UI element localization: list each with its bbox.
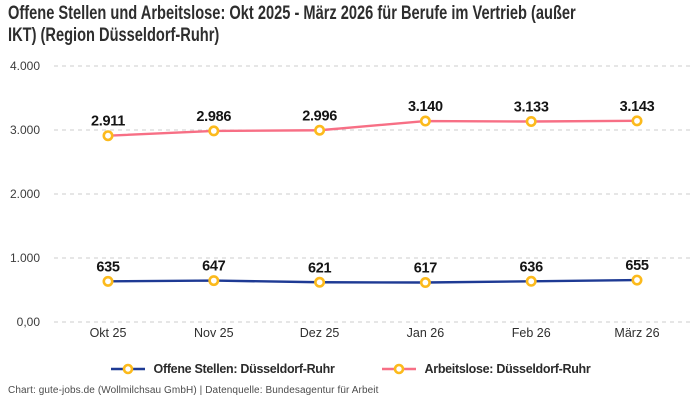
svg-text:0,00: 0,00	[17, 315, 41, 329]
svg-text:März 26: März 26	[614, 326, 659, 340]
legend: Offene Stellen: Düsseldorf-Ruhr Arbeitsl…	[0, 359, 700, 379]
svg-text:Dez 25: Dez 25	[300, 326, 340, 340]
svg-text:3.143: 3.143	[620, 99, 655, 115]
line-chart-plot-area[interactable]: 0,00 1.000 2.000 3.000 4.000 Okt 25 Nov 25 Dez …	[0, 54, 700, 354]
legend-item-offene-stellen[interactable]: Offene Stellen: Düsseldorf-Ruhr	[110, 362, 335, 376]
svg-text:Nov 25: Nov 25	[194, 326, 234, 340]
svg-text:635: 635	[96, 259, 120, 275]
svg-text:655: 655	[625, 258, 649, 274]
legend-item-arbeitslose[interactable]: Arbeitslose: Düsseldorf-Ruhr	[381, 362, 591, 376]
chart-title: Offene Stellen und Arbeitslose: Okt 2025…	[8, 3, 576, 46]
svg-text:636: 636	[520, 259, 544, 275]
legend-label-arbeitslose: Arbeitslose: Düsseldorf-Ruhr	[424, 362, 591, 376]
svg-text:Feb 26: Feb 26	[512, 326, 551, 340]
svg-text:4.000: 4.000	[10, 59, 40, 73]
chart-source: Chart: gute-jobs.de (Wollmilchsau GmbH) …	[8, 385, 379, 396]
svg-text:3.133: 3.133	[514, 99, 549, 115]
legend-label-offene-stellen: Offene Stellen: Düsseldorf-Ruhr	[153, 362, 335, 376]
svg-text:3.000: 3.000	[10, 123, 40, 137]
svg-text:3.140: 3.140	[408, 99, 443, 115]
svg-text:2.911: 2.911	[91, 114, 125, 130]
svg-text:647: 647	[202, 259, 226, 275]
svg-text:Okt 25: Okt 25	[90, 326, 127, 340]
legend-swatch-line-marker-icon	[110, 363, 145, 375]
legend-swatch-line-marker-icon	[381, 363, 416, 375]
svg-text:617: 617	[414, 261, 438, 277]
svg-text:Jan 26: Jan 26	[407, 326, 445, 340]
svg-text:1.000: 1.000	[10, 251, 40, 265]
svg-text:2.996: 2.996	[302, 108, 337, 124]
svg-text:621: 621	[308, 260, 332, 276]
svg-text:2.000: 2.000	[10, 187, 40, 201]
svg-text:2.986: 2.986	[196, 109, 231, 125]
